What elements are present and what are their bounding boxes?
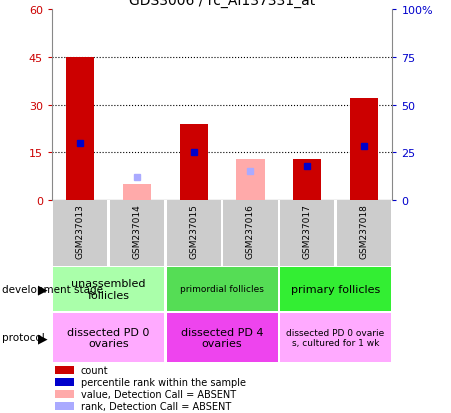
Bar	[293, 159, 322, 200]
Bar	[236, 159, 265, 200]
Text: ▶: ▶	[38, 282, 47, 296]
Title: GDS3006 / rc_AI137331_at: GDS3006 / rc_AI137331_at	[129, 0, 315, 8]
Bar	[179, 124, 208, 200]
Bar	[350, 99, 378, 200]
Bar	[66, 58, 94, 200]
Bar	[55, 378, 74, 386]
Text: GSM237018: GSM237018	[359, 204, 368, 259]
Text: rank, Detection Call = ABSENT: rank, Detection Call = ABSENT	[81, 401, 231, 411]
Text: primordial follicles: primordial follicles	[180, 285, 264, 294]
Text: primary follicles: primary follicles	[291, 284, 380, 294]
Text: development stage: development stage	[2, 284, 103, 294]
Bar	[166, 313, 278, 363]
Text: GSM237013: GSM237013	[76, 204, 85, 259]
Bar	[55, 402, 74, 410]
Bar	[123, 185, 151, 200]
Bar	[53, 267, 164, 311]
Text: count: count	[81, 366, 108, 375]
Text: dissected PD 0 ovarie
s, cultured for 1 wk: dissected PD 0 ovarie s, cultured for 1 …	[286, 328, 385, 347]
Bar	[337, 200, 391, 266]
Text: dissected PD 4
ovaries: dissected PD 4 ovaries	[181, 327, 263, 349]
Text: value, Detection Call = ABSENT: value, Detection Call = ABSENT	[81, 389, 236, 399]
Bar	[280, 267, 391, 311]
Text: GSM237015: GSM237015	[189, 204, 198, 259]
Bar	[55, 366, 74, 374]
Bar	[110, 200, 164, 266]
Bar	[280, 313, 391, 363]
Text: dissected PD 0
ovaries: dissected PD 0 ovaries	[68, 327, 150, 349]
Text: protocol: protocol	[2, 332, 45, 343]
Bar	[280, 200, 335, 266]
Bar	[53, 313, 164, 363]
Bar	[166, 267, 278, 311]
Bar	[53, 200, 107, 266]
Text: GSM237017: GSM237017	[303, 204, 312, 259]
Text: percentile rank within the sample: percentile rank within the sample	[81, 377, 246, 387]
Text: GSM237016: GSM237016	[246, 204, 255, 259]
Text: unassembled
follicles: unassembled follicles	[71, 278, 146, 300]
Bar	[55, 390, 74, 398]
Text: GSM237014: GSM237014	[133, 204, 142, 258]
Text: ▶: ▶	[38, 331, 47, 344]
Bar	[166, 200, 221, 266]
Bar	[223, 200, 278, 266]
